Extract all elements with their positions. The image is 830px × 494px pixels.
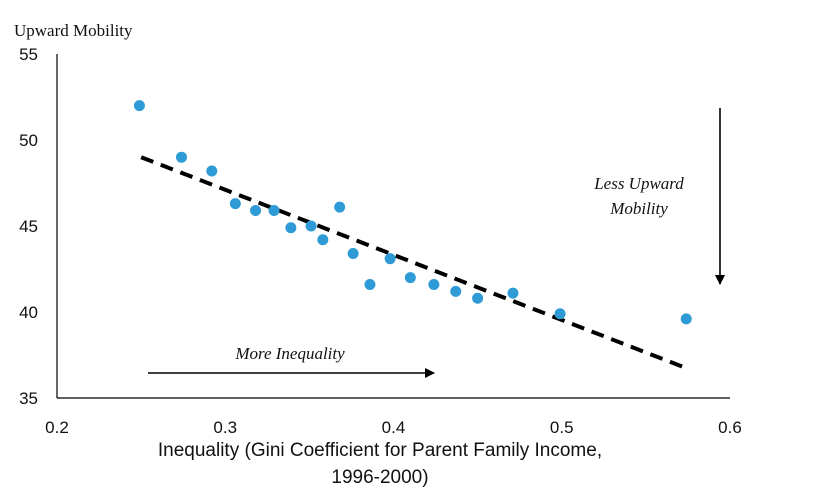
y-tick-label: 50 (19, 131, 38, 150)
trendline-group (140, 155, 689, 371)
scatter-point (554, 308, 566, 320)
scatter-point (680, 313, 692, 325)
scatter-points (133, 100, 692, 325)
y-tick-label: 40 (19, 303, 38, 322)
annotation-less-upward-mobility: Less Upward Mobility (593, 108, 725, 285)
x-tick-label: 0.5 (550, 418, 574, 437)
y-tick-label: 35 (19, 389, 38, 408)
x-tick-label: 0.2 (45, 418, 69, 437)
scatter-point (384, 253, 396, 265)
scatter-point (133, 100, 145, 112)
x-tick-label: 0.6 (718, 418, 742, 437)
scatter-point (206, 165, 218, 177)
axes (56, 54, 730, 399)
scatter-point (364, 278, 376, 290)
tick-labels: 0.2 0.3 0.4 0.5 0.6 35 40 45 50 55 (19, 45, 742, 437)
y-tick-label: 55 (19, 45, 38, 64)
scatter-point (472, 292, 484, 304)
scatter-point (428, 278, 440, 290)
scatter-point (250, 205, 262, 217)
scatter-point (404, 272, 416, 284)
y-tick-label: 45 (19, 217, 38, 236)
x-tick-label: 0.4 (382, 418, 406, 437)
scatter-point (507, 287, 519, 299)
scatter-point (334, 201, 346, 213)
more-inequality-label: More Inequality (234, 344, 345, 363)
annotation-more-inequality: More Inequality (148, 344, 435, 378)
x-tick-label: 0.3 (213, 418, 237, 437)
scatter-point (268, 205, 280, 217)
scatter-point (317, 234, 329, 246)
x-axis-title-line1: Inequality (Gini Coefficient for Parent … (158, 440, 602, 461)
scatter-point (229, 198, 241, 210)
x-axis-title-line2: 1996-2000) (331, 467, 428, 488)
scatter-point (450, 285, 462, 297)
less-upward-label-line1: Less Upward (593, 174, 684, 193)
scatter-point (285, 222, 297, 234)
scatter-point (176, 151, 188, 163)
trendline (140, 155, 689, 371)
y-axis-title: Upward Mobility (14, 21, 133, 40)
less-upward-label-line2: Mobility (609, 199, 668, 218)
scatter-point (305, 220, 317, 232)
scatter-point (347, 248, 359, 260)
